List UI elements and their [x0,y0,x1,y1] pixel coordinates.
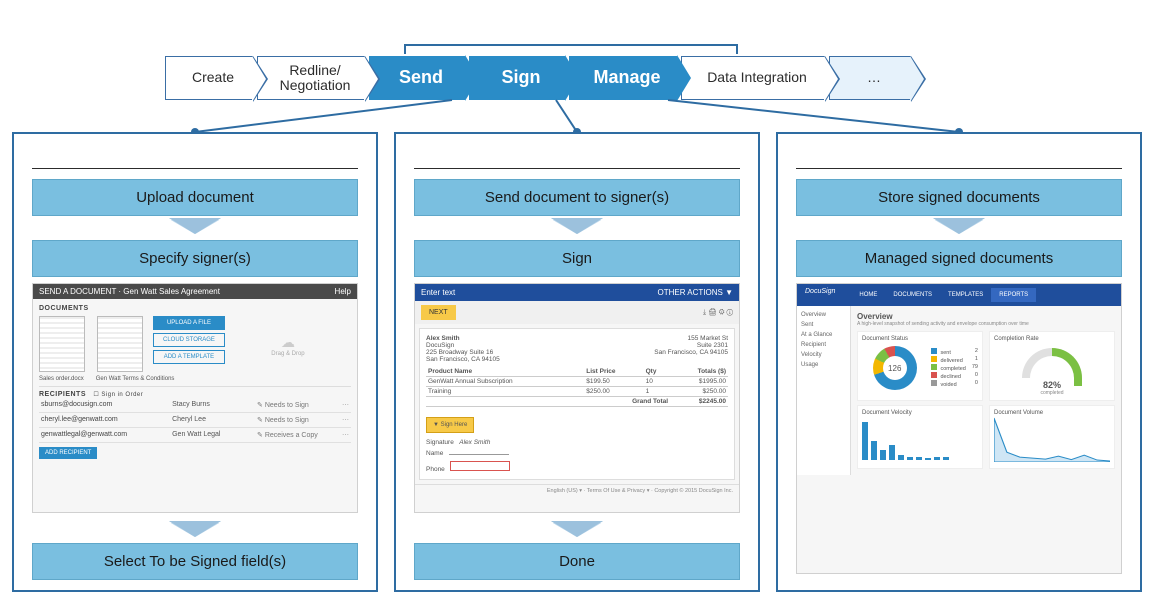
down-arrow-icon [171,523,219,537]
name-label: Name [426,450,443,457]
workflow-step: Create [165,56,253,100]
nav-item: REPORTS [991,288,1036,302]
dashboard-nav: DocuSign HOMEDOCUMENTSTEMPLATESREPORTS [797,284,1121,306]
sidebar-item: Usage [801,360,846,370]
doc-label: Sales order.docx [39,376,84,382]
recipients-list: sburns@docusign.comStacy Burns✎ Needs to… [39,398,351,443]
down-arrow-icon [171,220,219,234]
completion-sub: completed [994,390,1110,396]
doc-thumb [39,316,85,372]
sidebar-item: Velocity [801,350,846,360]
doc-thumb [97,316,143,372]
volume-card: Document Volume [989,405,1115,469]
down-arrow-icon [935,220,983,234]
drag-drop-label: Drag & Drop [225,351,351,357]
next-button: NEXT [421,305,456,320]
workflow-step: Sign [469,56,565,100]
manage-panel: Store signed documents Managed signed do… [776,132,1142,592]
other-actions-button: OTHER ACTIONS ▼ [658,288,733,297]
help-link: Help [335,287,351,296]
documents-heading: DOCUMENTS [39,305,351,312]
upload-screenshot: SEND A DOCUMENT · Gen Watt Sales Agreeme… [32,283,358,513]
overview-subtitle: A high-level snapshot of sending activit… [857,321,1115,327]
recipient-row: cheryl.lee@genwatt.comCheryl Lee✎ Needs … [39,413,351,428]
step-store: Store signed documents [796,179,1122,216]
sidebar-item: Overview [801,310,846,320]
to-addr1: 155 Market St [654,335,728,342]
dashboard-screenshot: DocuSign HOMEDOCUMENTSTEMPLATESREPORTS O… [796,283,1122,574]
from-name: Alex Smith [426,335,500,342]
overview-title: Overview [857,312,1115,321]
completion-card: Completion Rate 82% completed [989,331,1115,401]
bar-chart [862,420,978,460]
cloud-icon: ☁ [225,334,351,351]
from-addr1: 225 Broadway Suite 16 [426,349,500,356]
nav-item: HOME [851,288,885,302]
sign-here-tag: ▼ Sign Here [426,417,474,433]
divider [414,168,740,169]
step-upload: Upload document [32,179,358,216]
to-addr3: San Francisco, CA 94105 [654,349,728,356]
step-select-fields: Select To be Signed field(s) [32,543,358,580]
step-specify-signers: Specify signer(s) [32,240,358,277]
upload-file-button: UPLOAD A FILE [153,316,225,330]
sign-screenshot: Enter text OTHER ACTIONS ▼ NEXT ⤓ 🖨 ⚙ ⓘ … [414,283,740,513]
workflow-step: Data Integration [681,56,825,100]
step-done: Done [414,543,740,580]
cloud-storage-button: CLOUD STORAGE [153,333,225,347]
add-template-button: ADD A TEMPLATE [153,350,225,364]
recipient-row: sburns@docusign.comStacy Burns✎ Needs to… [39,398,351,413]
footer-text: English (US) ▾ · Terms Of Use & Privacy … [547,488,733,494]
phone-input-highlight [450,461,510,471]
enter-text-label: Enter text [421,288,455,297]
area-chart [994,416,1110,464]
workflow-step: … [829,56,911,100]
step-manage: Managed signed documents [796,240,1122,277]
sign-order-label: Sign in Order [101,392,143,398]
gauge-chart [1022,348,1082,378]
workflow-row: CreateRedline/NegotiationSendSignManageD… [165,56,911,100]
nav-item: TEMPLATES [940,288,991,302]
nav-item: DOCUMENTS [885,288,940,302]
completion-title: Completion Rate [994,336,1110,342]
add-recipient-button: ADD RECIPIENT [39,447,97,459]
velocity-title: Document Velocity [862,410,978,416]
donut-chart: 126 [873,346,917,390]
mock-title: SEND A DOCUMENT · Gen Watt Sales Agreeme… [39,287,220,296]
dashboard-sidebar: OverviewSentAt a GlanceRecipientVelocity… [797,306,851,475]
from-company: DocuSign [426,342,500,349]
invoice-table: Product NameList PriceQtyTotals ($) GenW… [426,367,728,407]
doc-label: Gen Watt Terms & Conditions [96,376,175,382]
grand-total-value: $2245.00 [670,397,728,407]
workflow-step: Send [369,56,465,100]
sign-panel: Send document to signer(s) Sign Enter te… [394,132,760,592]
workflow-step: Redline/Negotiation [257,56,365,100]
workflow-bracket [404,44,738,54]
invoice-document: Alex Smith DocuSign 225 Broadway Suite 1… [419,328,735,480]
recipients-heading: RECIPIENTS [39,391,86,398]
workflow-step: Manage [569,56,677,100]
send-panel: Upload document Specify signer(s) SEND A… [12,132,378,592]
toolbar-icons: ⤓ 🖨 ⚙ ⓘ [703,308,733,317]
recipient-row: genwattlegal@genwatt.comGen Watt Legal✎ … [39,428,351,443]
step-send-to-signers: Send document to signer(s) [414,179,740,216]
down-arrow-icon [553,220,601,234]
sidebar-item: At a Glance [801,330,846,340]
from-addr2: San Francisco, CA 94105 [426,356,500,363]
status-card: Document Status 126 sent 2delivered 1com… [857,331,983,401]
divider [796,168,1122,169]
step-sign: Sign [414,240,740,277]
brand-label: DocuSign [797,284,843,306]
sidebar-item: Recipient [801,340,846,350]
down-arrow-icon [553,523,601,537]
grand-total-label: Grand Total [426,397,670,407]
signature-label: Signature [426,439,454,446]
phone-label: Phone [426,466,445,473]
velocity-card: Document Velocity [857,405,983,469]
divider [32,168,358,169]
to-addr2: Suite 2301 [654,342,728,349]
signature-value: Alex Smith [459,439,490,446]
sidebar-item: Sent [801,320,846,330]
